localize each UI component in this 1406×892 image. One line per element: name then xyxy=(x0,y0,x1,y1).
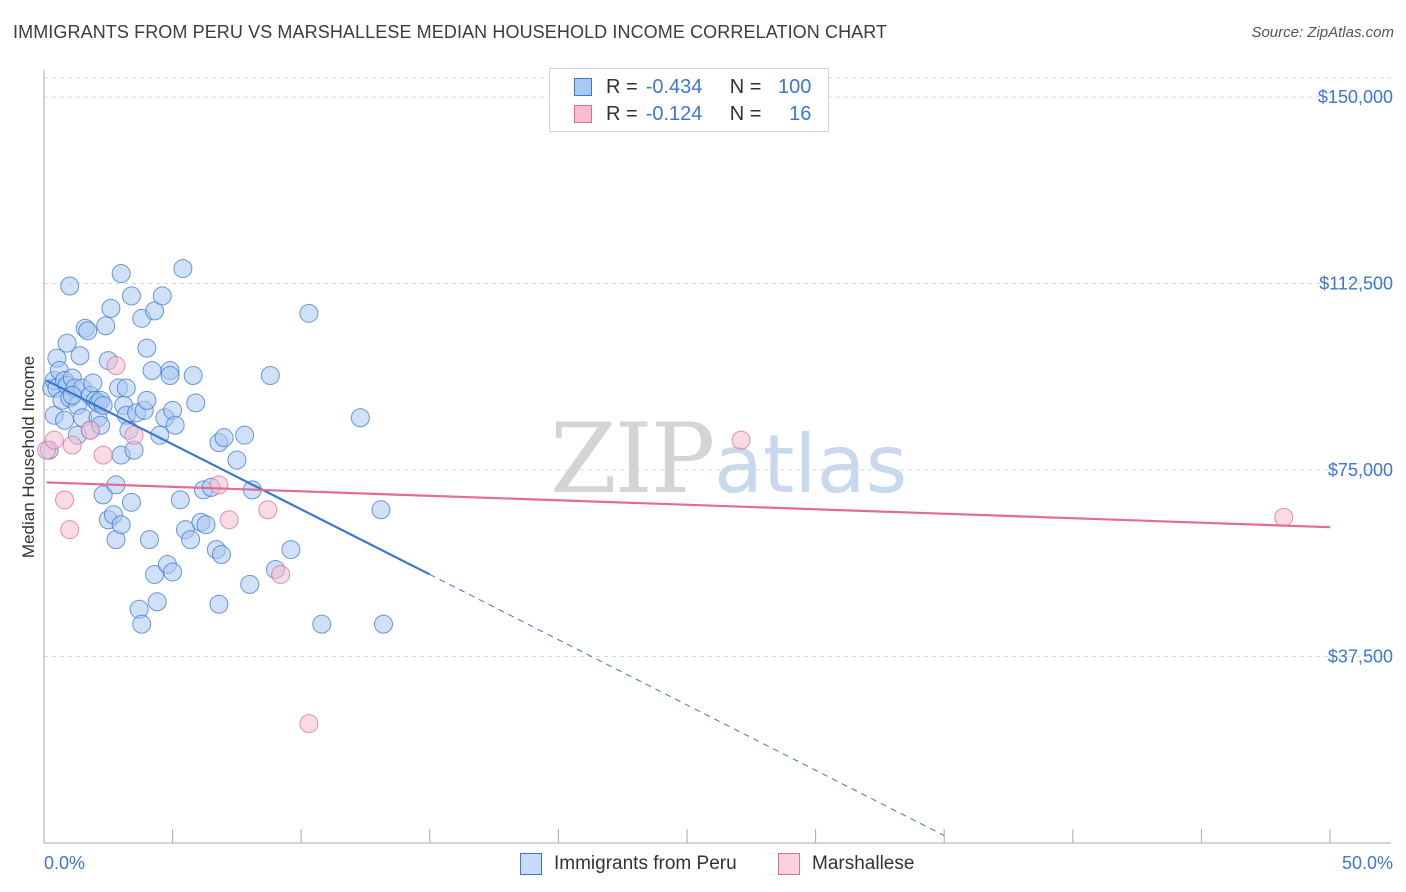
y-tick-label-3: $150,000 xyxy=(1318,87,1393,107)
peru-point-72 xyxy=(170,490,190,510)
peru-point-56 xyxy=(137,390,157,410)
y-tick-label-0: $37,500 xyxy=(1328,647,1393,667)
peru-point-33 xyxy=(96,316,116,336)
legend-n-label: N = xyxy=(729,102,762,125)
peru-point-85 xyxy=(211,545,231,565)
peru-point-73 xyxy=(173,259,193,279)
x-tick-label-max: 50.0% xyxy=(1342,853,1393,873)
source-label: Source: ZipAtlas.com xyxy=(1251,24,1394,41)
bottom-legend-label-marshallese: Marshallese xyxy=(812,853,915,874)
peru-point-25 xyxy=(83,373,103,393)
marshallese-point-2 xyxy=(55,490,75,510)
grid-lines xyxy=(44,77,1391,657)
peru-trend-extension xyxy=(429,573,945,836)
peru-point-48 xyxy=(121,492,141,512)
marshallese-point-10 xyxy=(219,510,239,530)
marshallese-point-14 xyxy=(731,430,751,450)
legend-n-label: N = xyxy=(729,75,762,98)
peru-point-57 xyxy=(137,338,157,358)
bottom-legend-marshallese: Marshallese xyxy=(778,852,914,876)
peru-point-31 xyxy=(93,485,113,505)
trend-lines xyxy=(46,379,1331,836)
marshallese-point-3 xyxy=(60,520,80,540)
peru-point-69 xyxy=(163,562,183,582)
marshallese-point-12 xyxy=(271,564,291,584)
legend-r-label: R = xyxy=(606,75,638,98)
marshallese-point-15 xyxy=(1274,507,1294,527)
marshallese-point-7 xyxy=(106,356,126,376)
peru-point-80 xyxy=(196,515,216,535)
legend-r-value-peru: -0.434 xyxy=(645,75,703,98)
marshallese-point-1 xyxy=(44,430,64,450)
marshallese-point-11 xyxy=(258,500,278,520)
x-tick-label-min: 0.0% xyxy=(44,853,85,873)
bottom-legend-swatch-marshallese xyxy=(778,853,800,875)
peru-point-83 xyxy=(209,594,229,614)
chart-title: IMMIGRANTS FROM PERU VS MARSHALLESE MEDI… xyxy=(13,22,888,42)
peru-point-60 xyxy=(145,301,165,321)
peru-point-93 xyxy=(281,540,301,560)
peru-point-95 xyxy=(312,614,332,634)
peru-point-36 xyxy=(101,298,121,318)
peru-point-64 xyxy=(152,286,172,306)
series-peru-points xyxy=(39,259,394,634)
legend-row-peru: R = -0.434 N = 100 xyxy=(574,75,811,99)
legend-n-value-peru: 100 xyxy=(778,75,812,98)
peru-point-76 xyxy=(183,366,203,386)
y-tick-labels: $37,500 $75,000 $112,500 $150,000 xyxy=(1318,87,1393,667)
peru-point-91 xyxy=(260,366,280,386)
peru-point-49 xyxy=(121,286,141,306)
peru-point-62 xyxy=(147,592,167,612)
peru-point-87 xyxy=(227,450,247,470)
peru-point-77 xyxy=(186,393,206,413)
marshallese-point-6 xyxy=(93,445,113,465)
peru-trend-line xyxy=(46,379,431,576)
peru-point-9 xyxy=(55,410,75,430)
legend-n-value-marshallese: 16 xyxy=(789,102,812,125)
legend-swatch-peru xyxy=(574,78,592,96)
marshallese-trend-line xyxy=(46,481,1331,529)
legend-row-marshallese: R = -0.124 N = 16 xyxy=(574,102,811,126)
peru-point-10 xyxy=(57,333,77,353)
y-tick-label-2: $112,500 xyxy=(1319,274,1393,294)
x-ticks xyxy=(43,829,1331,843)
peru-point-94 xyxy=(299,303,319,323)
peru-point-43 xyxy=(111,515,131,535)
peru-point-86 xyxy=(214,428,234,448)
marshallese-point-5 xyxy=(80,420,100,440)
peru-point-88 xyxy=(235,425,255,445)
peru-point-18 xyxy=(70,346,90,366)
peru-point-75 xyxy=(181,530,201,550)
peru-point-41 xyxy=(111,264,131,284)
peru-point-68 xyxy=(160,366,180,386)
peru-point-54 xyxy=(132,614,152,634)
peru-point-45 xyxy=(116,378,136,398)
peru-point-89 xyxy=(240,574,260,594)
peru-point-97 xyxy=(371,500,391,520)
bottom-legend-label-peru: Immigrants from Peru xyxy=(554,853,737,874)
marshallese-point-8 xyxy=(124,425,144,445)
y-axis-label: Median Household Income xyxy=(19,356,38,558)
legend-swatch-marshallese xyxy=(574,105,592,123)
bottom-legend-peru: Immigrants from Peru xyxy=(520,852,737,876)
series-marshallese-points xyxy=(37,356,1294,734)
marshallese-point-13 xyxy=(299,714,319,734)
peru-point-12 xyxy=(60,276,80,296)
peru-point-59 xyxy=(142,361,162,381)
peru-point-71 xyxy=(165,415,185,435)
y-tick-label-1: $75,000 xyxy=(1328,460,1393,480)
watermark-zip: ZIP xyxy=(550,403,713,515)
marshallese-point-9 xyxy=(209,475,229,495)
peru-point-98 xyxy=(374,614,394,634)
bottom-legend-swatch-peru xyxy=(520,853,542,875)
peru-point-58 xyxy=(139,530,159,550)
watermark: ZIP atlas xyxy=(550,403,907,515)
legend-r-value-marshallese: -0.124 xyxy=(645,102,703,125)
legend-r-label: R = xyxy=(606,102,638,125)
peru-point-96 xyxy=(350,408,370,428)
marshallese-point-4 xyxy=(62,435,82,455)
peru-point-22 xyxy=(78,321,98,341)
correlation-legend: R = -0.434 N = 100 R = -0.124 N = 16 xyxy=(549,68,829,132)
